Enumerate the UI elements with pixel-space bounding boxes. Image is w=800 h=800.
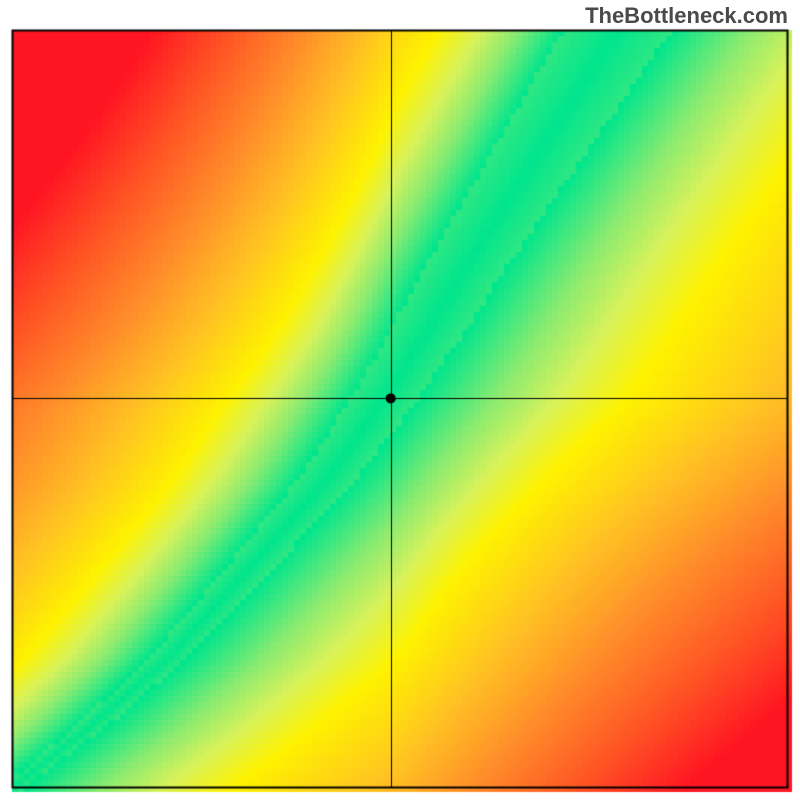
watermark-text: TheBottleneck.com: [585, 3, 788, 29]
bottleneck-heatmap: [0, 0, 800, 800]
